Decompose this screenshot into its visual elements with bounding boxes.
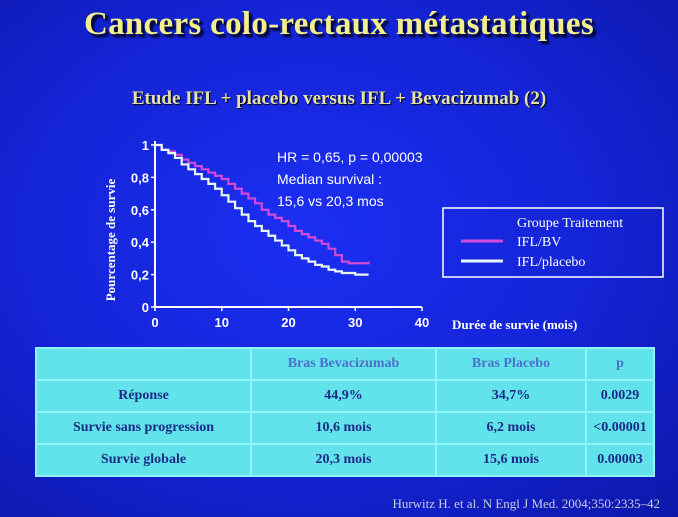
table-row: Réponse 44,9% 34,7% 0.0029: [35, 379, 655, 413]
table-cell: 6,2 mois: [435, 411, 587, 445]
legend-label: IFL/BV: [517, 235, 561, 250]
series-line-ifl-bv: [155, 143, 370, 265]
legend-title: Groupe Traitement: [517, 216, 623, 231]
legend-box: [442, 207, 664, 278]
table-cell: 34,7%: [435, 379, 587, 413]
x-tick-label: 20: [281, 315, 295, 330]
table-row: Survie globale 20,3 mois 15,6 mois 0.000…: [35, 443, 655, 477]
table-cell: Réponse: [35, 379, 252, 413]
table-cell: 0.00003: [585, 443, 655, 477]
survival-chart: 0 10 20 30 40 0 0,2 0,4 0,6 0,8 1 Durée de survie (…: [103, 138, 664, 332]
table-cell: 20,3 mois: [250, 443, 437, 477]
x-tick-label: 40: [415, 315, 429, 330]
table-header-cell: Bras Bevacizumab: [250, 347, 437, 381]
series-line-ifl-placebo: [155, 143, 369, 276]
y-axis-label: Pourcentage de survie: [103, 179, 118, 302]
chart-annotation: HR = 0,65, p = 0,00003: [277, 149, 423, 165]
x-tick-label: 0: [151, 315, 158, 330]
x-tick-label: 10: [215, 315, 229, 330]
x-tick-label: 30: [348, 315, 362, 330]
table-header-row: Bras Bevacizumab Bras Placebo p: [35, 347, 655, 381]
table-header-cell: p: [585, 347, 655, 381]
slide-subtitle: Etude IFL + placebo versus IFL + Bevaciz…: [131, 88, 547, 109]
y-tick-label: 0,6: [131, 203, 149, 218]
table-row: Survie sans progression 10,6 mois 6,2 mo…: [35, 411, 655, 445]
table-cell: 0.0029: [585, 379, 655, 413]
table-cell: 10,6 mois: [250, 411, 437, 445]
x-axis-label: Durée de survie (mois): [452, 317, 577, 332]
table-header-cell: [35, 347, 252, 381]
table-cell: Survie globale: [35, 443, 252, 477]
results-table: Bras Bevacizumab Bras Placebo p Réponse …: [35, 347, 655, 477]
table-cell: 15,6 mois: [435, 443, 587, 477]
legend-label: IFL/placebo: [517, 255, 585, 270]
chart-annotation: 15,6 vs 20,3 mos: [277, 193, 384, 209]
chart-annotation: Median survival :: [277, 171, 382, 187]
y-tick-label: 1: [142, 138, 149, 153]
slide-title: Cancers colo-rectaux métastatiques: [84, 6, 594, 42]
y-tick-label: 0: [142, 300, 149, 315]
y-tick-label: 0,4: [131, 235, 150, 250]
table-cell: Survie sans progression: [35, 411, 252, 445]
table-header-cell: Bras Placebo: [435, 347, 587, 381]
y-tick-label: 0,8: [131, 170, 149, 185]
citation: Hurwitz H. et al. N Engl J Med. 2004;350…: [392, 496, 660, 511]
y-tick-label: 0,2: [131, 268, 149, 283]
table-cell: <0.00001: [585, 411, 655, 445]
table-cell: 44,9%: [250, 379, 437, 413]
